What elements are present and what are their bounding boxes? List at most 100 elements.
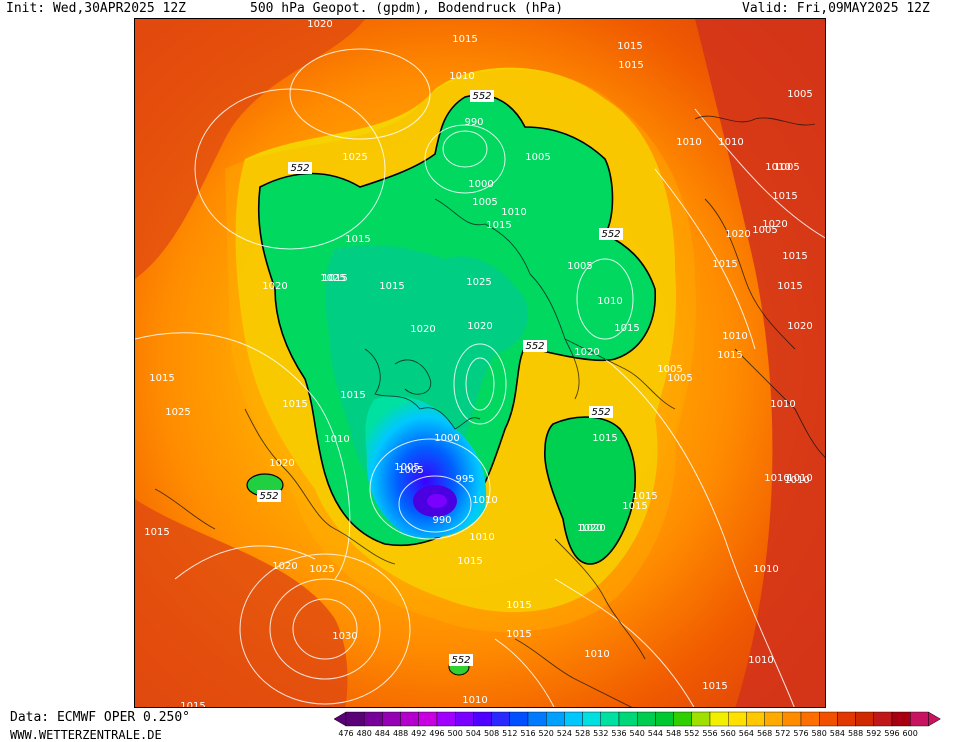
colorbar-swatch — [728, 711, 747, 727]
pressure-label: 1010 — [449, 71, 474, 82]
pressure-label: 1015 — [592, 433, 617, 444]
pressure-label: 1000 — [468, 179, 493, 190]
colorbar-tick-label: 536 — [611, 729, 627, 738]
geopotential-label: 552 — [290, 163, 309, 174]
geopotential-label: 552 — [472, 91, 491, 102]
colorbar-swatch — [345, 711, 365, 727]
pressure-label: 1010 — [501, 207, 526, 218]
pressure-label: 1015 — [486, 220, 511, 231]
pressure-label: 1020 — [580, 523, 605, 534]
colorbar-swatch — [673, 711, 693, 727]
colorbar-tick-label: 516 — [520, 729, 536, 738]
pressure-label: 1015 — [712, 259, 737, 270]
colorbar-swatch — [746, 711, 765, 727]
pressure-label: 1015 — [772, 191, 797, 202]
colorbar-tick-label: 496 — [429, 729, 445, 738]
pressure-label: 1015 — [632, 491, 657, 502]
pressure-label: 1010 — [597, 296, 622, 307]
colorbar-tick-label: 556 — [702, 729, 718, 738]
geopotential-label-bg — [523, 340, 547, 352]
colorbar-swatch — [637, 711, 656, 727]
pressure-label: 1010 — [722, 331, 747, 342]
colorbar-tick-label: 560 — [720, 729, 736, 738]
colorbar-tick-label: 564 — [738, 729, 755, 738]
pressure-label: 1015 — [144, 527, 169, 538]
pressure-label: 1015 — [506, 600, 531, 611]
geopotential-label-bg — [470, 90, 494, 102]
pressure-label: 1015 — [149, 373, 174, 384]
pressure-label: 1000 — [434, 433, 459, 444]
colorbar-swatch — [364, 711, 383, 727]
pressure-label: 1015 — [777, 281, 802, 292]
pressure-label: 1010 — [462, 695, 487, 706]
pressure-label: 1020 — [269, 458, 294, 469]
website-link[interactable]: WWW.WETTERZENTRALE.DE — [10, 728, 162, 742]
colorbar-tick-label: 484 — [374, 729, 391, 738]
geopotential-label-bg — [589, 406, 613, 418]
pressure-label: 1010 — [748, 655, 773, 666]
pressure-label: 1020 — [787, 321, 812, 332]
colorbar-swatch — [800, 711, 820, 727]
weather-map: 1020 1015 1015 1010 1005 1025 1015 1010 1010 1005… — [134, 18, 826, 708]
colorbar-swatch — [655, 711, 674, 727]
pressure-label: 1010 — [472, 495, 497, 506]
colorbar-swatch — [509, 711, 529, 727]
pressure-label: 1005 — [787, 89, 812, 100]
pressure-label: 1015 — [622, 501, 647, 512]
colorbar-swatch — [582, 711, 602, 727]
colorbar-swatch — [709, 711, 729, 727]
pressure-label: 1005 — [667, 373, 692, 384]
pressure-label: 1010 — [676, 137, 701, 148]
colorbar-tick-label: 492 — [411, 729, 427, 738]
pressure-label: 1020 — [272, 561, 297, 572]
colorbar-tick-label: 580 — [811, 729, 827, 738]
geopotential-labels: 552 552 552 552 552 552 552 — [257, 90, 623, 666]
pressure-label: 1020 — [762, 219, 787, 230]
pressure-label: 1005 — [398, 465, 423, 476]
pressure-label: 1010 — [753, 564, 778, 575]
colorbar-right-arrow — [928, 711, 941, 727]
pressure-label: 1010 — [787, 473, 812, 484]
colorbar-tick-label: 532 — [593, 729, 609, 738]
pressure-label: 1005 — [752, 225, 777, 236]
pressure-label: 1005 — [657, 364, 682, 375]
pressure-label: 1010 — [718, 137, 743, 148]
colorbar-swatch — [855, 711, 874, 727]
colorbar-tick-label: 476 — [338, 729, 354, 738]
pressure-label: 1010 — [765, 162, 790, 173]
pressure-label: 1015 — [717, 350, 742, 361]
pressure-label: 1010 — [784, 475, 809, 486]
colorbar-tick-label: 480 — [356, 729, 372, 738]
colorbar-tick-label: 572 — [775, 729, 791, 738]
pressure-label: 1030 — [332, 631, 357, 642]
height-field-north-west — [135, 19, 365, 279]
colorbar-tick-label: 576 — [793, 729, 809, 738]
pressure-label: 1015 — [702, 681, 727, 692]
pressure-label: 1015 — [282, 399, 307, 410]
geopotential-label: 552 — [259, 491, 278, 502]
colorbar-swatch — [527, 711, 547, 727]
pressure-label: 1020 — [410, 324, 435, 335]
pressure-label: 1020 — [307, 19, 332, 30]
colorbar-tick-label: 500 — [447, 729, 463, 738]
colorbar-swatch — [418, 711, 438, 727]
colorbar-tick-label: 508 — [483, 729, 500, 738]
header-bar: Init: Wed,30APR2025 12Z 500 hPa Geopot. … — [0, 0, 959, 18]
colorbar-tick-labels: 476 480 484 488 492 496 500 504 508 512 516 520 524 5… — [338, 729, 943, 741]
geopotential-label-bg — [257, 490, 281, 502]
pressure-label: 1025 — [165, 407, 190, 418]
pressure-label: 1015 — [617, 41, 642, 52]
pressure-label: 1025 — [342, 152, 367, 163]
geopotential-label-bg — [449, 654, 473, 666]
colorbar-swatch — [873, 711, 893, 727]
geopotential-label: 552 — [525, 341, 544, 352]
colorbar-tick-label: 568 — [756, 729, 773, 738]
geopotential-label: 552 — [601, 229, 620, 240]
colorbar-tick-label: 544 — [647, 729, 664, 738]
pressure-label: 1020 — [574, 347, 599, 358]
pressure-label: 990 — [432, 515, 451, 526]
colorbar-swatch — [491, 711, 511, 727]
colorbar-tick-label: 600 — [902, 729, 918, 738]
data-source-text: Data: ECMWF OPER 0.250° — [10, 710, 191, 725]
